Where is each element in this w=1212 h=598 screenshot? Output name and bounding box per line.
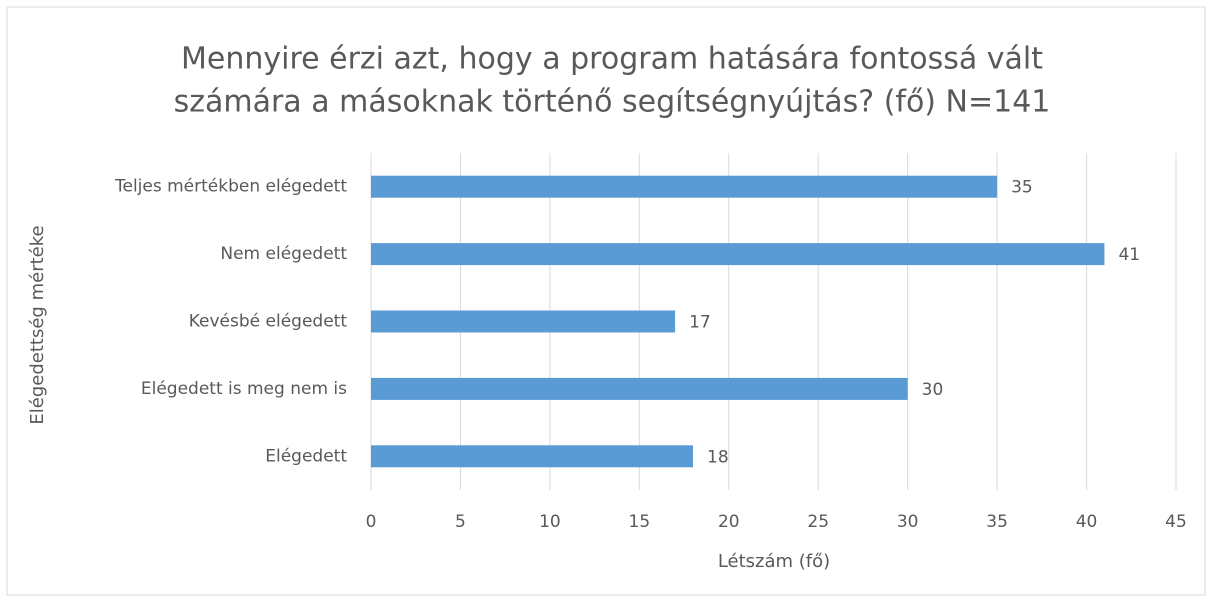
x-tick-label: 25 <box>807 512 829 532</box>
x-tick-label: 20 <box>718 512 740 532</box>
y-tick-label: Elégedett is meg nem is <box>141 379 347 399</box>
x-tick-label: 35 <box>986 512 1008 532</box>
x-tick-label: 40 <box>1076 512 1098 532</box>
x-tick-label: 30 <box>897 512 919 532</box>
data-label: 41 <box>1118 245 1140 265</box>
data-label: 18 <box>707 447 729 467</box>
y-tick-label: Kevésbé elégedett <box>189 312 348 332</box>
bar <box>371 310 676 333</box>
x-axis-label: Létszám (fő) <box>718 551 830 572</box>
y-tick-label: Elégedett <box>265 446 347 466</box>
y-axis-label: Elégedettség mértéke <box>27 225 48 424</box>
bar <box>371 175 998 198</box>
x-tick-label: 10 <box>539 512 561 532</box>
x-tick-label: 45 <box>1165 512 1187 532</box>
chart-frame <box>6 6 1206 596</box>
data-label: 17 <box>689 313 711 333</box>
chart-title: számára a másoknak történő segítségnyújt… <box>174 85 1051 120</box>
y-tick-label: Nem elégedett <box>220 244 347 264</box>
bar <box>371 243 1105 266</box>
bar <box>371 377 908 400</box>
x-tick-label: 15 <box>629 512 651 532</box>
chart-title: Mennyire érzi azt, hogy a program hatásá… <box>181 42 1043 77</box>
y-tick-label: Teljes mértékben elégedett <box>114 177 347 197</box>
bar <box>371 445 693 468</box>
data-label: 35 <box>1011 178 1033 198</box>
data-label: 30 <box>922 380 944 400</box>
x-tick-label: 0 <box>366 512 377 532</box>
x-tick-label: 5 <box>455 512 466 532</box>
